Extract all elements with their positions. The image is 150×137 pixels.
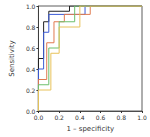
svg-text:0.2: 0.2 xyxy=(54,114,64,121)
svg-text:0.8: 0.8 xyxy=(26,24,36,31)
svg-text:0.4: 0.4 xyxy=(75,114,85,121)
svg-text:0.0: 0.0 xyxy=(25,107,36,115)
svg-text:Sensitivity: Sensitivity xyxy=(8,40,16,76)
svg-text:1.0: 1.0 xyxy=(26,3,36,10)
svg-text:0.8: 0.8 xyxy=(117,114,127,121)
svg-text:0.2: 0.2 xyxy=(26,87,36,94)
svg-text:0.4: 0.4 xyxy=(26,66,36,73)
svg-text:0.6: 0.6 xyxy=(96,114,106,121)
svg-text:0.0: 0.0 xyxy=(34,114,44,121)
svg-text:0.6: 0.6 xyxy=(26,45,36,52)
svg-text:1 – specificity: 1 – specificity xyxy=(66,125,114,133)
svg-text:1.0: 1.0 xyxy=(137,114,147,121)
